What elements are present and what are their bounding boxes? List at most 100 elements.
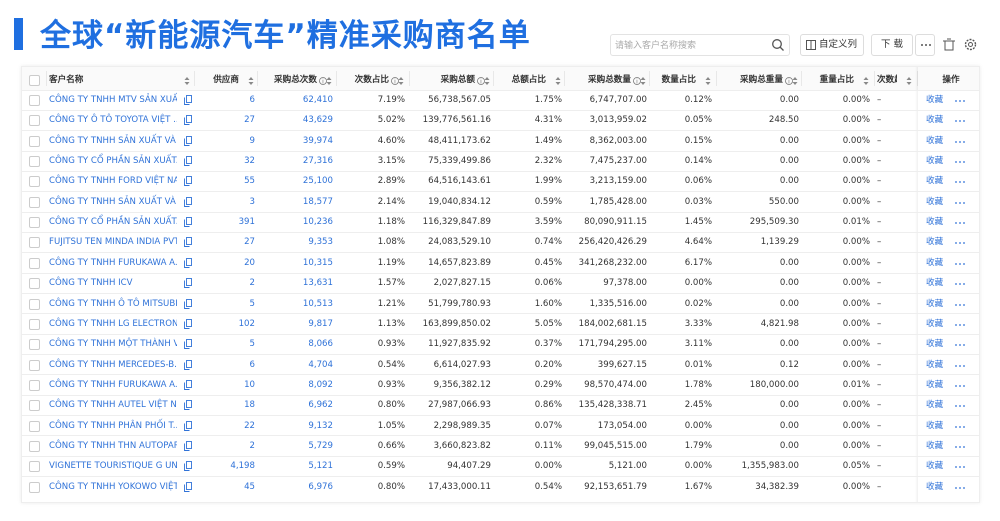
favorite-action[interactable]: 收藏 [926,461,944,472]
row-more-icon[interactable] [954,180,966,184]
row-checkbox[interactable] [29,359,40,371]
row-more-icon[interactable] [954,119,966,123]
row-more-icon[interactable] [954,140,966,144]
row-checkbox[interactable] [29,400,40,412]
copy-icon[interactable] [184,278,192,289]
favorite-action[interactable]: 收藏 [926,95,944,105]
header-checkbox[interactable] [29,75,40,86]
settings-icon[interactable] [964,38,977,51]
customer-name[interactable]: CÔNG TY TNHH MTV SẢN XUẤ... [49,95,177,105]
favorite-action[interactable]: 收藏 [926,237,944,248]
favorite-action[interactable]: 收藏 [926,156,944,167]
copy-icon[interactable] [184,359,192,370]
favorite-action[interactable]: 收藏 [926,481,944,492]
row-checkbox[interactable] [29,156,40,168]
favorite-action[interactable]: 收藏 [926,359,944,370]
row-checkbox[interactable] [29,237,40,249]
row-more-icon[interactable] [954,303,966,307]
row-more-icon[interactable] [954,384,966,388]
row-more-icon[interactable] [954,445,966,449]
favorite-action[interactable]: 收藏 [926,400,944,411]
customer-name[interactable]: CÔNG TY TNHH FORD VIỆT NAM [49,176,177,187]
row-checkbox[interactable] [29,318,40,330]
copy-icon[interactable] [184,115,192,126]
row-more-icon[interactable] [954,262,966,266]
search-input[interactable]: 请输入客户名称搜索 [610,34,790,56]
header-icons[interactable]: i [477,76,491,86]
customer-name[interactable]: FUJITSU TEN MINDA INDIA PVT... [49,237,177,248]
header-icons[interactable]: i [391,76,405,86]
row-more-icon[interactable] [954,201,966,205]
favorite-action[interactable]: 收藏 [926,176,944,187]
copy-icon[interactable] [184,379,192,390]
row-checkbox[interactable] [29,481,40,493]
customer-name[interactable]: CÔNG TY TNHH ICV [49,278,133,289]
copy-icon[interactable] [184,135,192,146]
row-more-icon[interactable] [954,241,966,245]
row-more-icon[interactable] [954,99,966,103]
copy-icon[interactable] [184,481,192,492]
favorite-action[interactable]: 收藏 [926,339,944,350]
row-more-icon[interactable] [954,465,966,469]
copy-icon[interactable] [184,237,192,248]
row-checkbox[interactable] [29,95,40,106]
copy-icon[interactable] [184,318,192,329]
copy-icon[interactable] [184,400,192,411]
row-checkbox[interactable] [29,196,40,208]
header-icons[interactable] [856,76,870,86]
copy-icon[interactable] [184,217,192,228]
row-checkbox[interactable] [29,176,40,188]
sort-icon[interactable] [184,76,190,86]
row-more-icon[interactable] [954,404,966,408]
favorite-action[interactable]: 收藏 [926,196,944,207]
customer-name[interactable]: CÔNG TY CỔ PHẦN SẢN XUẤT... [49,156,177,167]
row-checkbox[interactable] [29,298,40,310]
customer-name[interactable]: CÔNG TY TNHH MỘT THÀNH V... [49,339,177,350]
copy-icon[interactable] [184,196,192,207]
favorite-action[interactable]: 收藏 [926,135,944,146]
row-more-icon[interactable] [954,282,966,286]
customer-name[interactable]: CÔNG TY TNHH FURUKAWA A... [49,257,177,268]
row-checkbox[interactable] [29,278,40,290]
copy-icon[interactable] [184,298,192,309]
download-button[interactable]: 下 载 [871,34,913,56]
row-checkbox[interactable] [29,440,40,452]
header-icons[interactable]: i [319,76,333,86]
delete-icon[interactable] [943,38,955,51]
row-more-icon[interactable] [954,323,966,327]
row-more-icon[interactable] [954,486,966,490]
search-icon[interactable] [771,38,785,52]
row-checkbox[interactable] [29,339,40,351]
customer-name[interactable]: CÔNG TY TNHH MERCEDES-B... [49,359,177,370]
header-icons[interactable] [548,76,562,86]
favorite-action[interactable]: 收藏 [926,379,944,390]
favorite-action[interactable]: 收藏 [926,440,944,451]
row-checkbox[interactable] [29,115,40,127]
customer-name[interactable]: CÔNG TY TNHH FURUKAWA A... [49,379,177,390]
copy-icon[interactable] [184,461,192,472]
row-checkbox[interactable] [29,461,40,473]
customer-name[interactable]: CÔNG TY TNHH AUTEL VIỆT N... [49,400,177,411]
row-checkbox[interactable] [29,135,40,147]
favorite-action[interactable]: 收藏 [926,217,944,228]
copy-icon[interactable] [184,95,192,105]
customer-name[interactable]: CÔNG TY TNHH Ô TÔ MITSUBI... [49,298,177,309]
header-icons[interactable] [241,76,255,86]
favorite-action[interactable]: 收藏 [926,115,944,126]
row-checkbox[interactable] [29,420,40,432]
customer-name[interactable]: CÔNG TY TNHH THN AUTOPAR... [49,440,177,451]
header-icons[interactable] [899,76,913,86]
header-icons[interactable]: i [785,76,799,86]
row-checkbox[interactable] [29,379,40,391]
row-checkbox[interactable] [29,257,40,269]
customer-name[interactable]: CÔNG TY TNHH SẢN XUẤT VÀ ... [49,196,177,207]
customer-name[interactable]: CÔNG TY TNHH YOKOWO VIỆT... [49,481,177,492]
favorite-action[interactable]: 收藏 [926,298,944,309]
header-icons[interactable]: i [633,76,647,86]
row-more-icon[interactable] [954,160,966,164]
row-more-icon[interactable] [954,425,966,429]
copy-icon[interactable] [184,440,192,451]
copy-icon[interactable] [184,339,192,350]
customer-name[interactable]: CÔNG TY TNHH SẢN XUẤT VÀ ... [49,135,177,146]
favorite-action[interactable]: 收藏 [926,318,944,329]
